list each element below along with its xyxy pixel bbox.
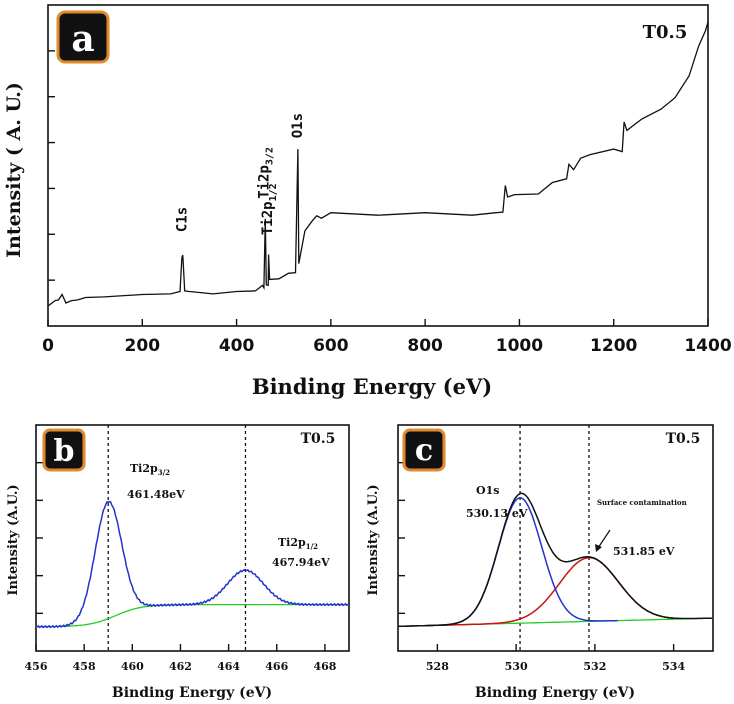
panel-b-badge: b [42,428,86,472]
panel-a-x-tick-label: 600 [313,336,349,356]
panel-a-x-tick-label: 200 [125,336,161,356]
panel-a-peak-label-sub: 1/2 [268,183,279,201]
panel-c-x-tick-label: 534 [662,660,685,673]
panel-b-sample-label: T0.5 [301,431,336,447]
arrow-head-icon [595,544,602,552]
panel-c-x-tick-label: 530 [505,660,528,673]
panel-c-envelope-line [398,492,713,628]
panel-c-o1s-value: 530.13 eV [466,507,528,520]
panel-c-contamination-line [398,556,674,628]
panel-b-peak1-value: 461.48eV [127,488,185,501]
panel-a-peak-label-sub: 3/2 [264,147,275,165]
panel-a-badge-letter: a [71,18,94,60]
panel-c-o1s-label: O1s [476,484,499,497]
panel-b-x-tick-label: 468 [313,660,336,673]
panel-c-contamination-arrow [595,529,611,552]
panel-a-peak-label-main: Ti2p [256,165,272,199]
panel-c-reference-lines [519,425,590,651]
panel-b-x-tick-label: 460 [121,660,144,673]
panel-a-x-tick-label: 1000 [496,336,543,356]
panel-b-peak2-main: Ti2p [278,536,306,549]
panel-b-x-tick-label: 466 [265,660,288,673]
panel-c-x-tick-label: 532 [583,660,606,673]
panel-c-badge-letter: c [415,433,433,468]
panel-c-badge-box [402,428,446,472]
panel-a-x-tick-label: 800 [407,336,443,356]
panel-b-peak2-label: Ti2p1/2 467.94eV [272,536,330,569]
panel-a-sample-label: T0.5 [643,22,688,43]
panel-c-y-ticks [398,461,405,615]
panel-c: 528 530 532 534 T0.5 O1s 530.13 eV Surface … [366,424,714,701]
panel-a-x-tick-label: 1200 [590,336,637,356]
panel-c-y-axis-label: Intensity (A.U.) [366,484,381,595]
panel-c-badge: c [402,428,446,472]
panel-a-peak-label: Ti2p1/2 [260,183,279,235]
panel-a-y-ticks [48,50,55,281]
panel-b-x-tick-label: 456 [25,660,48,673]
panel-a-peak-label-main: Ti2p [260,201,276,235]
panel-a-x-tick-label: 0 [42,336,54,356]
panel-a-x-ticks: 0 200 400 600 800 1000 1200 1400 [42,319,732,356]
panel-b-x-tick-label: 458 [73,660,96,673]
panel-b-reference-lines [107,425,247,651]
panel-a-peak-label: Ti2p3/2 [256,147,275,199]
panel-b-x-ticks: 456 458 460 462 464 466 468 [25,644,337,673]
panel-b-badge-box [42,428,86,472]
panel-c-contamination-value: 531.85 eV [613,545,675,558]
panel-a-peak-label: O1s [290,113,306,138]
panel-c-x-ticks: 528 530 532 534 [426,644,685,673]
panel-b-x-tick-label: 464 [217,660,240,673]
panel-a-survey-line [47,21,709,307]
panel-a-x-tick-label: 1400 [684,336,731,356]
panel-a-frame [47,4,709,327]
panel-c-x-tick-label: 528 [426,660,449,673]
panel-b: 456 458 460 462 464 466 468 T0.5 Ti2p3/2 461.4… [6,424,350,701]
panel-a-y-axis-label: Intensity ( A. U.) [3,82,25,258]
panel-b-ti2p-line [35,500,350,629]
panel-b-peak1-main: Ti2p [130,462,158,475]
panel-a-badge: a [56,10,110,64]
panel-b-peak2-name: Ti2p1/2 [278,536,318,551]
arrow-shaft [597,529,611,549]
panel-b-y-ticks [36,461,43,615]
panel-b-peak1-sub: 3/2 [158,468,170,477]
panel-b-y-axis-label: Intensity (A.U.) [6,484,21,595]
panel-a-x-tick-label: 400 [219,336,255,356]
panel-c-x-axis-label: Binding Energy (eV) [475,685,635,701]
panel-a-badge-box [56,10,110,64]
panel-b-peak1-name: Ti2p3/2 [130,462,170,477]
panel-b-badge-letter: b [54,434,75,469]
panel-a: 0 200 400 600 800 1000 1200 1400 C1sTi2p3/2Ti2p… [3,4,732,399]
panel-b-peak1-label: Ti2p3/2 461.48eV [127,462,185,501]
panel-b-peak2-value: 467.94eV [272,556,330,569]
panel-b-peak2-sub: 1/2 [306,542,318,551]
panel-a-x-axis-label: Binding Energy (eV) [252,374,492,399]
panel-a-peak-label: C1s [174,207,190,232]
panel-b-x-axis-label: Binding Energy (eV) [112,685,272,701]
panel-c-sample-label: T0.5 [666,431,701,447]
panel-b-x-tick-label: 462 [169,660,192,673]
panel-c-contamination-label: Surface contamination [597,498,687,507]
